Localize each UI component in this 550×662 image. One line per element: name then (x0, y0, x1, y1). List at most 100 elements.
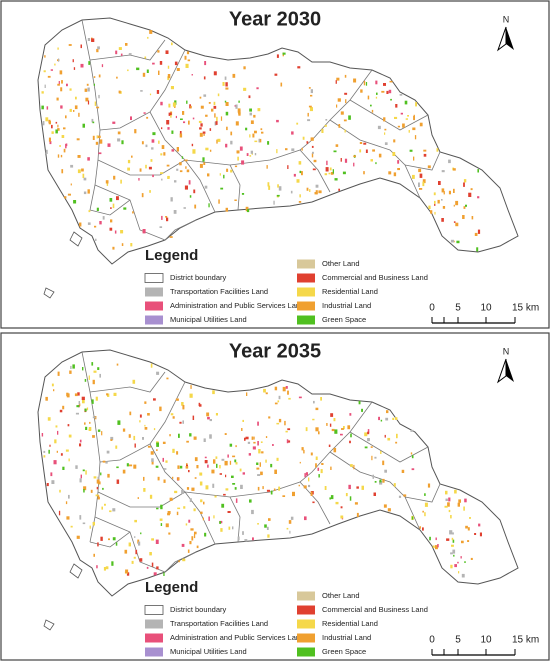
land-parcel (330, 172, 334, 175)
land-parcel (129, 411, 132, 416)
land-parcel (209, 434, 212, 439)
land-parcel (45, 117, 49, 122)
land-parcel (184, 55, 187, 60)
land-parcel (257, 523, 259, 525)
land-parcel (248, 453, 251, 456)
land-parcel (147, 36, 149, 39)
land-parcel (253, 436, 255, 440)
land-parcel (315, 463, 317, 468)
land-parcel (435, 537, 437, 541)
land-parcel (441, 188, 445, 193)
land-parcel (93, 553, 95, 557)
land-parcel (160, 172, 164, 174)
land-parcel (359, 142, 363, 144)
land-parcel (367, 431, 370, 435)
legend-swatch (145, 647, 163, 657)
land-parcel (130, 243, 133, 247)
land-parcel (250, 150, 253, 154)
land-parcel (87, 38, 91, 41)
land-parcel (326, 160, 328, 166)
land-parcel (450, 564, 453, 569)
legend-label: Green Space (322, 647, 366, 656)
land-parcel (61, 169, 64, 174)
land-parcel (243, 87, 247, 91)
land-parcel (354, 502, 358, 505)
legend-label: Municipal Utilities Land (170, 315, 247, 324)
scale-label: 10 (480, 303, 492, 314)
land-parcel (342, 171, 346, 175)
land-parcel (67, 193, 71, 196)
land-parcel (89, 525, 91, 529)
land-parcel (50, 472, 53, 477)
land-parcel (78, 112, 80, 117)
land-parcel (239, 468, 242, 472)
land-parcel (419, 526, 421, 529)
land-parcel (298, 396, 302, 399)
land-parcel (189, 195, 192, 198)
land-parcel (91, 399, 94, 404)
land-parcel (284, 420, 286, 426)
land-parcel (186, 100, 188, 104)
land-parcel (428, 205, 431, 209)
land-parcel (68, 458, 70, 462)
land-parcel (167, 74, 171, 79)
land-parcel (137, 539, 140, 544)
land-parcel (309, 107, 313, 112)
land-parcel (457, 561, 459, 564)
land-parcel (151, 139, 155, 143)
land-parcel (360, 89, 363, 93)
land-parcel (478, 523, 481, 527)
land-parcel (179, 133, 183, 138)
land-parcel (176, 147, 179, 152)
land-parcel (115, 50, 118, 55)
land-parcel (394, 116, 398, 119)
land-parcel (260, 471, 263, 476)
land-parcel (204, 456, 207, 459)
land-parcel (199, 404, 202, 407)
land-parcel (167, 175, 170, 179)
land-parcel (146, 116, 149, 119)
land-parcel (278, 486, 281, 491)
land-parcel (45, 149, 48, 154)
land-parcel (396, 433, 398, 439)
land-parcel (87, 87, 90, 92)
land-parcel (55, 121, 58, 124)
legend-swatch (145, 301, 163, 311)
land-parcel (83, 489, 85, 493)
land-parcel (418, 182, 420, 187)
land-parcel (43, 455, 46, 458)
land-parcel (157, 50, 160, 53)
land-parcel (191, 74, 193, 76)
land-parcel (70, 164, 74, 168)
land-parcel (41, 433, 44, 437)
land-parcel (174, 61, 178, 66)
land-parcel (113, 175, 116, 180)
land-parcel (343, 426, 345, 430)
land-parcel (50, 69, 53, 71)
land-parcel (199, 96, 202, 99)
land-parcel (131, 155, 133, 158)
land-parcel (262, 486, 264, 490)
land-parcel (378, 153, 382, 158)
legend-label: District boundary (170, 273, 227, 282)
land-parcel (356, 486, 359, 489)
land-parcel (194, 477, 197, 479)
land-parcel (225, 143, 228, 148)
land-parcel (469, 517, 471, 519)
land-parcel (149, 552, 152, 556)
land-parcel (460, 556, 462, 559)
land-parcel (213, 459, 216, 464)
land-parcel (97, 135, 101, 139)
land-parcel (209, 128, 212, 131)
land-parcel (106, 450, 110, 454)
land-parcel (156, 566, 159, 570)
land-parcel (94, 101, 97, 106)
land-parcel (120, 53, 123, 56)
land-parcel (465, 525, 468, 529)
land-parcel (91, 362, 94, 366)
land-parcel (155, 465, 159, 468)
land-parcel (170, 413, 174, 416)
land-parcel (41, 105, 44, 110)
land-parcel (190, 385, 192, 389)
land-parcel (133, 556, 136, 559)
